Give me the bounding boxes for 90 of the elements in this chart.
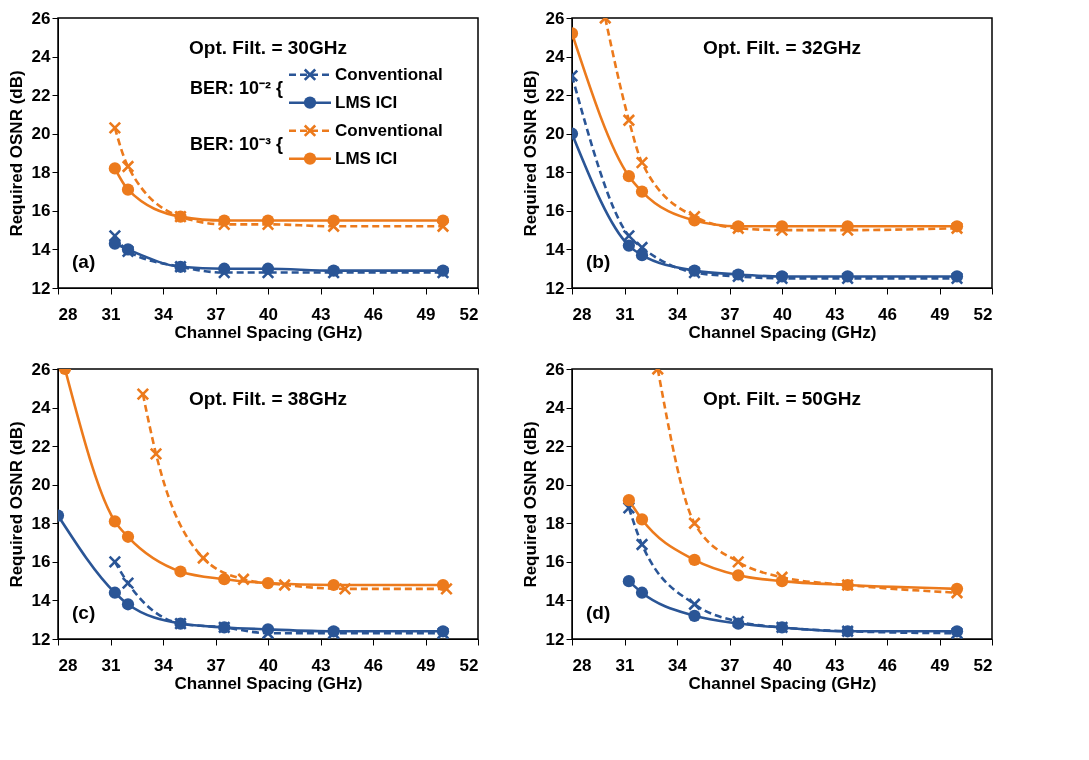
y-tick-label: 26 (31, 359, 51, 379)
annotation: (b) (586, 251, 611, 272)
x-tick-label: 40 (259, 655, 278, 675)
x-tick-label: 40 (773, 304, 792, 324)
annotation: (c) (72, 602, 96, 623)
x-tick-label: 31 (615, 655, 635, 675)
x-tick-label: 52 (459, 304, 479, 324)
x-tick-label: 37 (720, 655, 740, 675)
x-tick-label: 46 (878, 304, 897, 324)
y-tick-label: 12 (545, 629, 565, 649)
legend-label: LMS ICI (335, 148, 398, 168)
x-tick-label: 37 (206, 655, 226, 675)
y-tick-label: 20 (31, 475, 51, 495)
y-axis-title: Required OSNR (dB) (520, 70, 540, 237)
y-tick-label: 12 (31, 629, 51, 649)
legend-label: Conventional (335, 64, 443, 84)
x-tick-label: 37 (206, 304, 226, 324)
annotation: BER: 10⁻³ { (189, 133, 283, 154)
x-tick-label: 34 (668, 304, 688, 324)
x-axis-title: Channel Spacing (GHz) (174, 322, 363, 342)
y-tick-label: 16 (31, 552, 51, 572)
y-tick-label: 24 (545, 47, 566, 67)
y-tick-label: 20 (31, 124, 51, 144)
y-tick-label: 12 (31, 278, 51, 298)
x-tick-label: 31 (101, 655, 121, 675)
x-tick-label: 34 (668, 655, 688, 675)
x-tick-label: 52 (973, 655, 993, 675)
y-tick-label: 14 (31, 239, 52, 259)
y-tick-label: 22 (545, 436, 565, 456)
y-tick-label: 26 (545, 359, 565, 379)
y-tick-label: 12 (545, 278, 565, 298)
annotation: (a) (72, 251, 96, 272)
y-axis-title: Required OSNR (dB) (6, 70, 26, 237)
y-tick-label: 24 (545, 398, 566, 418)
x-axis-title: Channel Spacing (GHz) (174, 673, 363, 693)
y-tick-label: 18 (31, 513, 51, 533)
x-tick-label: 31 (101, 304, 121, 324)
x-axis-title: Channel Spacing (GHz) (688, 322, 877, 342)
y-tick-label: 24 (31, 47, 52, 67)
x-tick-label: 43 (825, 304, 845, 324)
x-tick-label: 49 (930, 304, 950, 324)
y-tick-label: 18 (545, 162, 565, 182)
y-axis-title: Required OSNR (dB) (520, 421, 540, 588)
x-tick-label: 43 (825, 655, 845, 675)
y-tick-label: 22 (545, 85, 565, 105)
y-tick-label: 22 (31, 85, 51, 105)
y-tick-label: 18 (545, 513, 565, 533)
y-tick-label: 20 (545, 124, 565, 144)
text: Opt. Filt. = 30GHz (189, 37, 347, 58)
legend-label: Conventional (335, 120, 443, 140)
x-tick-label: 34 (154, 655, 174, 675)
x-tick-label: 52 (459, 655, 479, 675)
x-tick-label: 46 (364, 655, 383, 675)
x-tick-label: 49 (930, 655, 950, 675)
y-tick-label: 14 (31, 590, 52, 610)
x-tick-label: 49 (416, 304, 436, 324)
x-tick-label: 46 (878, 655, 897, 675)
legend-label: LMS ICI (335, 92, 398, 112)
x-tick-label: 52 (973, 304, 993, 324)
y-tick-label: 18 (31, 162, 51, 182)
y-tick-label: 16 (545, 201, 565, 221)
annotation: BER: 10⁻² { (189, 77, 283, 98)
x-tick-label: 28 (572, 304, 592, 324)
x-tick-label: 28 (572, 655, 592, 675)
x-tick-label: 31 (615, 304, 635, 324)
x-tick-label: 43 (311, 655, 331, 675)
y-tick-label: 26 (545, 8, 565, 28)
y-tick-label: 20 (545, 475, 565, 495)
y-tick-label: 26 (31, 8, 51, 28)
y-tick-label: 16 (545, 552, 565, 572)
y-tick-label: 14 (545, 239, 566, 259)
text: Opt. Filt. = 50GHz (703, 388, 861, 409)
x-tick-label: 49 (416, 655, 436, 675)
x-tick-label: 28 (58, 655, 78, 675)
x-tick-label: 40 (259, 304, 278, 324)
y-tick-label: 14 (545, 590, 566, 610)
x-axis-title: Channel Spacing (GHz) (688, 673, 877, 693)
y-tick-label: 16 (31, 201, 51, 221)
x-tick-label: 46 (364, 304, 383, 324)
x-tick-label: 28 (58, 304, 78, 324)
y-tick-label: 22 (31, 436, 51, 456)
y-tick-label: 24 (31, 398, 52, 418)
y-axis-title: Required OSNR (dB) (6, 421, 26, 588)
text: Opt. Filt. = 38GHz (189, 388, 347, 409)
x-tick-label: 34 (154, 304, 174, 324)
text: Opt. Filt. = 32GHz (703, 37, 861, 58)
x-tick-label: 40 (773, 655, 792, 675)
annotation: (d) (586, 602, 611, 623)
x-tick-label: 43 (311, 304, 331, 324)
x-tick-label: 37 (720, 304, 740, 324)
